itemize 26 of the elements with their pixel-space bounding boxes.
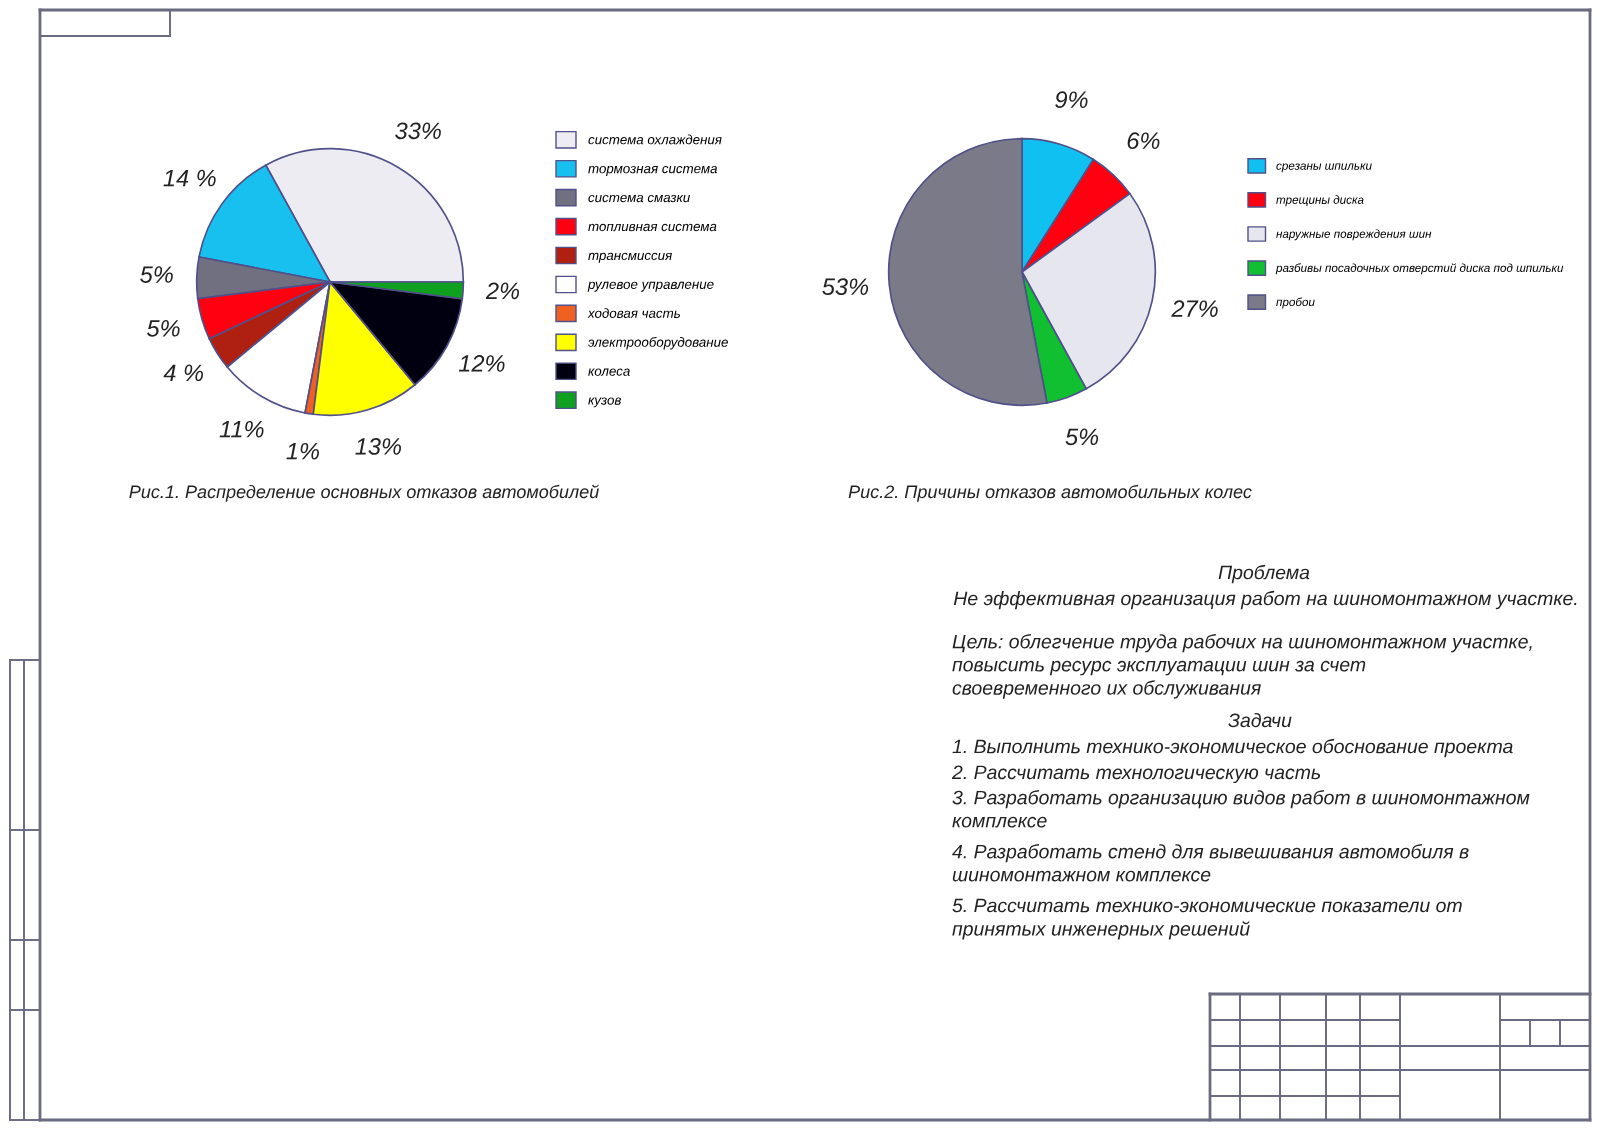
data-label: 53% <box>822 278 869 296</box>
data-label: 27% <box>1171 300 1218 317</box>
data-label: 4 % <box>163 364 203 382</box>
text: 1. Выполнить технико-экономическое обоснование проекта <box>952 738 1513 758</box>
text: 2. Рассчитать технологическую часть <box>951 765 1321 784</box>
text: Рис.1. Распределение основных отказов автомобилей <box>129 484 599 502</box>
text: Рис.2. Причины отказов автомобильных колес <box>848 484 1252 502</box>
data-label: 12% <box>458 355 505 372</box>
text: Цель: облегчение труда рабочих на шиномонтажном участке, повысить ресурс эксплуатации шин за счет своевременного их обслуживания <box>952 634 1532 699</box>
text: 5. Рассчитать технико-экономические показатели от принятых инженерных решений <box>952 898 1462 940</box>
data-label: 5% <box>140 266 173 283</box>
data-label: 11% <box>219 420 264 438</box>
text: Задачи <box>1228 712 1292 728</box>
text: 3. Разработать организацию видов работ в шиномонтажном комплексе <box>952 790 1530 828</box>
data-label: 5% <box>147 320 180 337</box>
data-label: 9% <box>1055 91 1088 109</box>
data-label: 5% <box>1065 428 1099 446</box>
data-label: 13% <box>355 438 401 455</box>
data-label: 14 % <box>163 169 216 187</box>
data-label: 33% <box>395 122 441 140</box>
text: 4. Разработать стенд для вывешивания автомобиля в шиномонтажном комплексе <box>952 844 1469 882</box>
data-label: 1% <box>286 442 319 460</box>
data-label: 6% <box>1127 132 1160 150</box>
text: Проблема <box>1218 564 1310 584</box>
text: Не эффективная организация работ на шиномонтажном участке. <box>953 590 1577 610</box>
data-label: 2% <box>485 282 520 300</box>
